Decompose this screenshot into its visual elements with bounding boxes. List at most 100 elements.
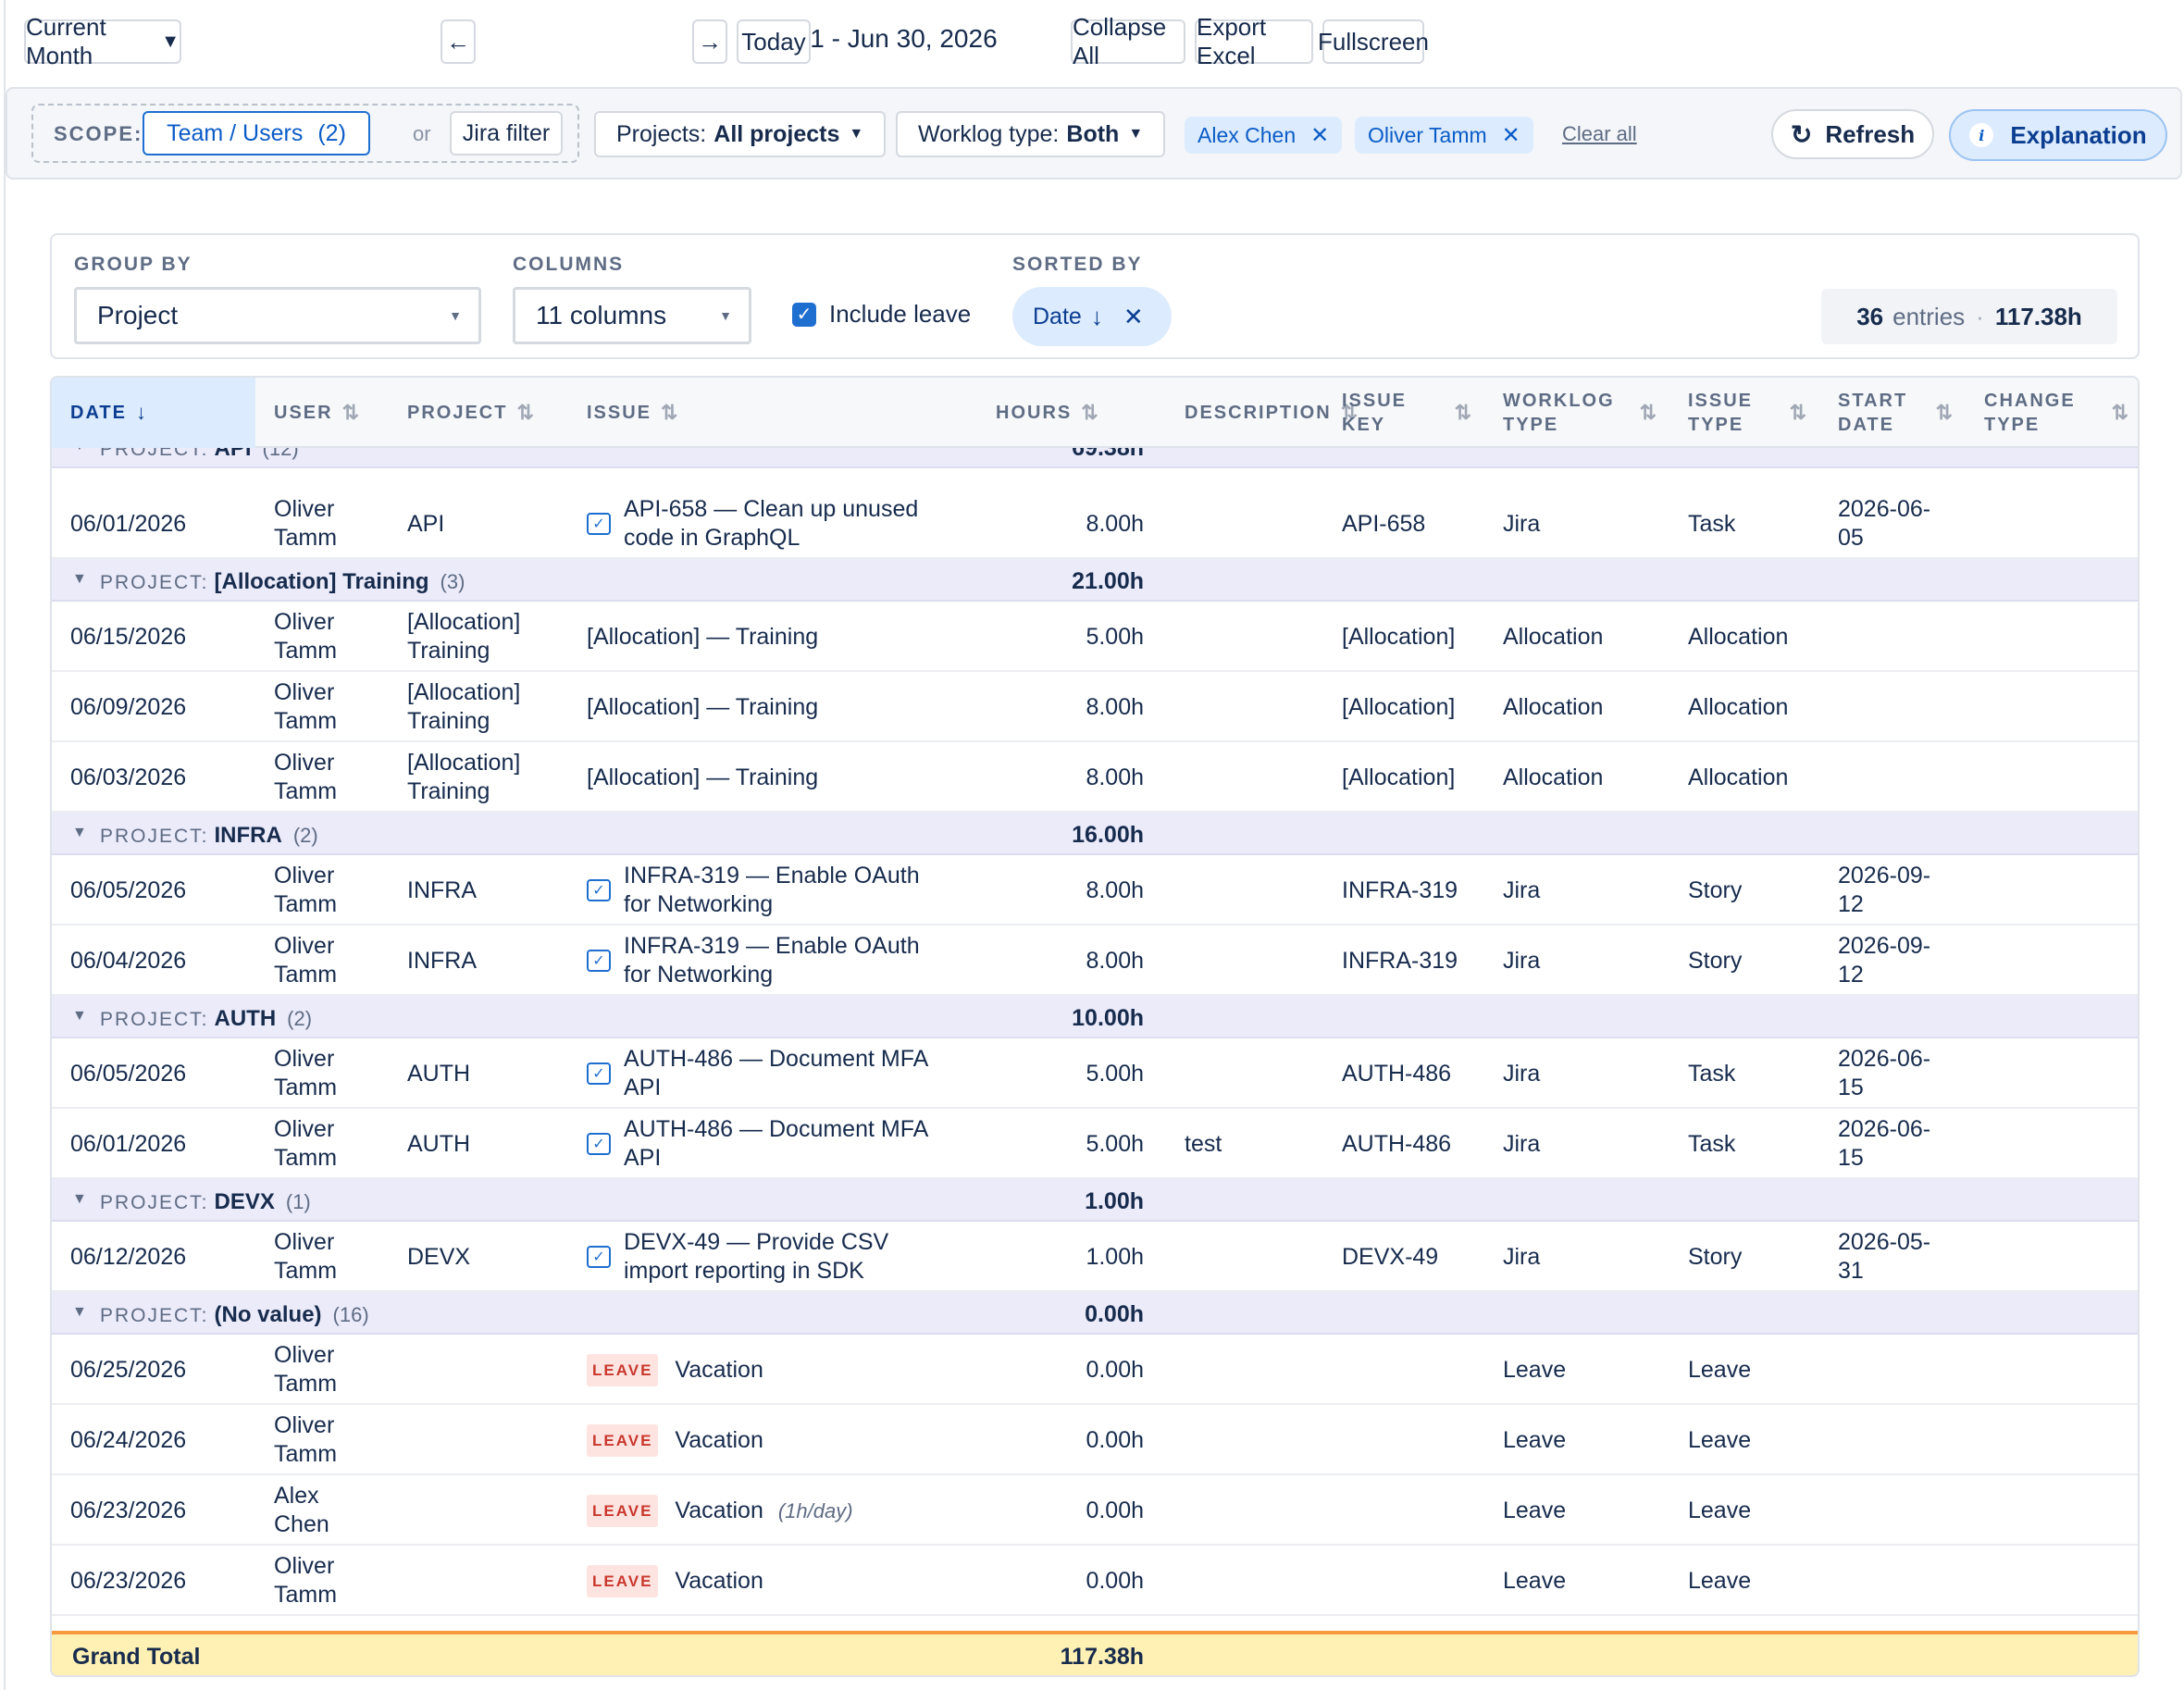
issue-text[interactable]: API-658 — Clean up unused code in GraphQ… [624,496,919,551]
cell-issue-type: Allocation [1688,602,1819,672]
cell-user: Oliver Tamm [274,1222,389,1292]
columns-select[interactable]: 11 columns ▼ [513,287,751,344]
table-row[interactable]: 06/01/2026 Oliver Tamm AUTH ✓ AUTH-486 — Doc… [52,1109,2138,1179]
column-header-date[interactable]: DATE ↓ [52,378,255,448]
cell-text: Allocation [1688,764,1789,790]
group-row[interactable]: ▼ PROJECT: INFRA (2) 16.00h [52,813,2138,855]
cell-change-type [1984,1222,2138,1292]
table-row[interactable]: 06/23/2026 Alex Chen LEAVE Vacation (1h/day)… [52,1475,2138,1546]
projects-filter[interactable]: Projects: All projects ▼ [594,111,887,157]
cell-issue: [Allocation] — Training [587,602,931,672]
column-header-issue-type[interactable]: ISSUE TYPE ⇅ [1669,378,1819,448]
column-header-hours[interactable]: HOURS ⇅ [996,378,1133,448]
fullscreen-button[interactable]: Fullscreen [1318,19,1429,64]
table-row[interactable]: 06/15/2026 Oliver Tamm [Allocation] Traini… [52,602,2138,672]
today-button[interactable]: Today [737,19,811,64]
group-label: PROJECT: [Allocation] Training (3) [100,569,465,595]
issue-text[interactable]: DEVX-49 — Provide CSV import reporting i… [624,1229,889,1284]
column-header-user[interactable]: USER ⇅ [255,378,389,448]
cell-text: 5.00h [1086,623,1144,650]
cell-issue: ✓ API-658 — Clean up unused code in Graph… [587,489,931,559]
group-row[interactable]: ▼ PROJECT: [Allocation] Training (3) 21.00h [52,559,2138,602]
group-by-select[interactable]: Project ▼ [74,287,481,344]
columns-value: 11 columns [536,301,667,329]
export-excel-button[interactable]: Export Excel [1195,13,1313,69]
jira-filter-button[interactable]: Jira filter [450,111,563,155]
group-count: (2) [287,1007,313,1030]
close-icon[interactable]: ✕ [1501,122,1520,148]
group-row[interactable]: ▼ PROJECT: DEVX (1) 1.00h [52,1179,2138,1222]
column-header-start-date[interactable]: START DATE ⇅ [1819,378,1966,448]
table-row[interactable]: 06/05/2026 Oliver Tamm INFRA ✓ INFRA-319 — E… [52,855,2138,926]
cell-text: 8.00h [1086,693,1144,720]
arrow-right-icon: → [698,27,722,56]
column-header-issue-key[interactable]: ISSUE KEY ⇅ [1323,378,1484,448]
include-leave-toggle[interactable]: ✓ Include leave [792,300,971,329]
column-header-description[interactable]: DESCRIPTION ⇅ [1166,378,1360,448]
issue-text: [Allocation] — Training [587,764,819,790]
checkbox-issue-icon: ✓ [587,1133,611,1155]
cell-issue-key: INFRA-319 [1342,855,1484,926]
cell-project [407,1405,568,1475]
table-row[interactable]: 06/04/2026 Oliver Tamm INFRA ✓ INFRA-319 — E… [52,926,2138,996]
sort-chip[interactable]: Date ↓ ✕ [1012,287,1172,346]
column-header-change-type[interactable]: CHANGE TYPE ⇅ [1966,378,2138,448]
column-header-label: ISSUE [587,403,652,423]
cell-hours: 8.00h [931,672,1149,742]
sort-arrows-icon: ⇅ [1639,401,1657,424]
table-row[interactable]: 06/05/2026 Oliver Tamm AUTH ✓ AUTH-486 — Doc… [52,1038,2138,1109]
cell-worklog-type: Jira [1503,855,1669,926]
collapse-all-button[interactable]: Collapse All [1071,13,1185,69]
cell-text: 2026-09-12 [1838,933,1931,988]
table-row[interactable]: 06/23/2026 Oliver Tamm LEAVE Vacation 0.00h L… [52,1546,2138,1616]
cell-text: Jira [1503,947,1541,974]
issue-text[interactable]: AUTH-486 — Document MFA API [624,1046,927,1100]
cell-text: AUTH-486 [1342,1130,1452,1157]
cell-start-date [1838,1475,1966,1546]
issue-text: [Allocation] — Training [587,693,819,720]
column-header-project[interactable]: PROJECT ⇅ [389,378,568,448]
include-leave-checkbox[interactable]: ✓ [792,302,816,327]
column-header-worklog-type[interactable]: WORKLOG TYPE ⇅ [1484,378,1669,448]
cell-issue: LEAVE Vacation (1h/day) [587,1475,931,1546]
cell-description [1185,1038,1360,1109]
cell-issue-type: Task [1688,1109,1819,1179]
triangle-down-icon[interactable]: ▼ [72,825,87,840]
issue-text[interactable]: AUTH-486 — Document MFA API [624,1116,927,1171]
cell-worklog-type: Allocation [1503,742,1669,813]
projects-filter-prefix: Projects: [616,120,707,147]
cell-user: Oliver Tamm [274,489,389,559]
table-row[interactable]: 06/24/2026 Oliver Tamm LEAVE Vacation 0.00h L… [52,1405,2138,1475]
issue-text[interactable]: INFRA-319 — Enable OAuth for Networking [624,933,920,988]
close-icon[interactable]: ✕ [1123,302,1144,330]
table-row[interactable]: 06/25/2026 Oliver Tamm LEAVE Vacation 0.00h L… [52,1335,2138,1405]
triangle-down-icon[interactable]: ▼ [72,1304,87,1320]
table-row[interactable]: 06/09/2026 Oliver Tamm [Allocation] Traini… [52,672,2138,742]
table-row[interactable]: 06/12/2026 Oliver Tamm DEVX ✓ DEVX-49 — Prov… [52,1222,2138,1292]
group-row[interactable]: ▼ PROJECT: (No value) (16) 0.00h [52,1292,2138,1335]
triangle-down-icon[interactable]: ▼ [72,1008,87,1024]
next-period-button[interactable]: → [692,19,727,64]
team-users-button[interactable]: Team / Users (2) [143,111,370,155]
triangle-down-icon[interactable]: ▼ [72,571,87,587]
group-row[interactable]: ▼ PROJECT: AUTH (2) 10.00h [52,996,2138,1038]
prev-period-button[interactable]: ← [441,19,476,64]
refresh-icon: ↻ [1790,119,1813,149]
triangle-down-icon[interactable]: ▼ [72,1191,87,1207]
column-header-issue[interactable]: ISSUE ⇅ [568,378,931,448]
clear-all-link[interactable]: Clear all [1562,122,1637,145]
table-row[interactable]: 06/01/2026 Oliver Tamm API ✓ API-658 — Clean… [52,489,2138,559]
cell-issue-key: [Allocation] [1342,742,1484,813]
cell-issue-type: Allocation [1688,672,1819,742]
explanation-button[interactable]: i Explanation [1949,109,2167,161]
refresh-button[interactable]: ↻ Refresh [1771,109,1934,159]
period-select[interactable]: Current Month ▼ [24,13,181,69]
close-icon[interactable]: ✕ [1310,122,1330,148]
sorted-by-value: Date [1033,303,1082,329]
cell-project: AUTH [407,1109,568,1179]
worklog-type-filter[interactable]: Worklog type: Both ▼ [896,111,1166,157]
group-prefix: PROJECT: [100,572,209,593]
issue-text[interactable]: INFRA-319 — Enable OAuth for Networking [624,863,920,917]
table-row[interactable]: 06/03/2026 Oliver Tamm [Allocation] Traini… [52,742,2138,813]
cell-issue-key: AUTH-486 [1342,1038,1484,1109]
